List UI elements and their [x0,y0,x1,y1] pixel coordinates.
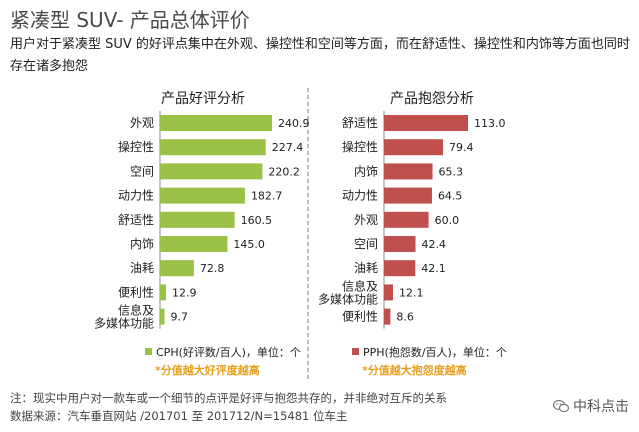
category-label: 动力性 [342,189,378,203]
footer-source: 数据来源：汽车垂直网站 /201701 至 201712/N=15481 位车主 [10,409,348,423]
value-label: 8.6 [396,311,414,324]
category-label: 多媒体功能 [94,317,154,331]
chart-note: *分值越大抱怨度越高 [362,363,467,377]
bar [160,211,235,228]
value-label: 72.8 [200,262,225,275]
chart-title: 产品好评分析 [161,91,245,107]
bar [160,260,194,277]
category-label: 动力性 [118,189,154,203]
bar [160,308,165,325]
category-label: 外观 [354,213,378,227]
footer-note: 注：现实中用户对一款车或一个细节的点评是好评与抱怨共存的，并非绝对互斥的关系 [10,391,447,405]
value-label: 79.4 [449,141,474,154]
chart-note: *分值越大好评度越高 [155,363,260,377]
bar [160,236,228,252]
legend-label: PPH(抱怨数/百人)，单位：个 [363,345,507,359]
bar [384,187,432,204]
value-label: 160.5 [241,214,273,227]
footer: 注：现实中用户对一款车或一个细节的点评是好评与抱怨共存的，并非绝对互斥的关系 数… [10,389,447,425]
category-label: 油耗 [354,261,378,275]
bar [384,260,416,277]
brand-name: 中科点击 [573,399,629,415]
bar [384,284,393,301]
value-label: 12.9 [172,286,197,299]
value-label: 42.4 [422,238,447,251]
value-label: 240.9 [278,117,310,130]
value-label: 113.0 [474,117,506,130]
page-subtitle: 用户对于紧凑型 SUV 的好评点集中在外观、操控性和空间等方面，而在舒适性、操控… [10,37,630,74]
page-title: 紧凑型 SUV- 产品总体评价 [10,8,250,32]
category-label: 舒适性 [342,116,378,130]
value-label: 64.5 [438,190,463,203]
category-label: 操控性 [342,139,378,154]
value-label: 227.4 [272,141,304,154]
bar [384,139,444,156]
category-label: 空间 [130,164,154,178]
category-label: 多媒体功能 [318,292,378,306]
bar [160,115,272,131]
category-label: 便利性 [342,310,378,324]
value-label: 65.3 [439,165,464,178]
legend-swatch [352,348,359,355]
value-label: 42.1 [421,262,446,275]
bar [384,115,468,131]
category-label: 舒适性 [118,213,154,227]
wechat-icon [553,399,569,413]
value-label: 9.7 [171,311,189,324]
value-label: 12.1 [399,286,424,299]
brand-logo: 中科点击 [553,396,629,416]
category-label: 便利性 [118,285,154,299]
bar [384,163,433,180]
bar [160,163,263,180]
legend-swatch [145,348,152,355]
value-label: 220.2 [268,165,300,178]
category-label: 空间 [354,237,378,251]
category-label: 信息及 [118,303,154,318]
bar [384,308,391,325]
category-label: 操控性 [118,139,154,154]
value-label: 182.7 [251,190,283,203]
category-label: 内饰 [130,237,154,251]
bar [384,211,429,228]
category-label: 外观 [130,116,154,130]
category-label: 信息及 [342,278,378,293]
category-label: 油耗 [130,261,154,275]
category-label: 内饰 [354,164,378,178]
bar [160,139,266,156]
value-label: 145.0 [233,238,265,251]
bar [160,284,166,301]
bar [384,236,416,252]
bar [160,187,245,204]
value-label: 60.0 [435,214,460,227]
legend-label: CPH(好评数/百人)，单位：个 [156,345,301,359]
chart-title: 产品抱怨分析 [390,91,474,107]
